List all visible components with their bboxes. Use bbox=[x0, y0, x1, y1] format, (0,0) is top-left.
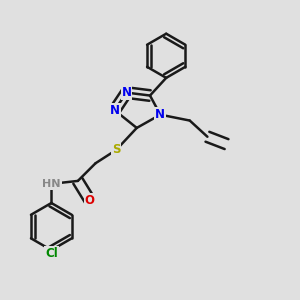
Text: N: N bbox=[122, 86, 131, 99]
Text: Cl: Cl bbox=[45, 247, 58, 260]
Text: N: N bbox=[155, 108, 165, 121]
Text: N: N bbox=[110, 104, 120, 117]
Text: O: O bbox=[85, 194, 94, 207]
Text: S: S bbox=[112, 143, 120, 157]
Text: HN: HN bbox=[42, 179, 61, 189]
